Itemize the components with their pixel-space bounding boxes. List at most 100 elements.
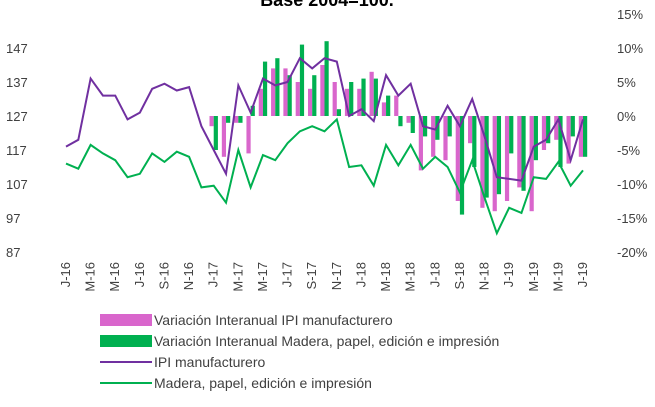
bar [554, 116, 559, 140]
x-tick-label: J-16 [58, 262, 73, 287]
bar [480, 116, 485, 208]
x-tick-label: S-18 [452, 262, 467, 289]
line [65, 56, 584, 182]
x-tick-label: J-18 [353, 262, 368, 287]
bar [431, 116, 436, 157]
legend-swatch [100, 335, 152, 347]
y-tick-label: 137 [6, 75, 28, 90]
bar [369, 71, 374, 116]
bar [468, 116, 473, 144]
bar [283, 68, 288, 116]
bar [504, 116, 510, 201]
x-tick-label: M-16 [83, 262, 98, 292]
y2-tick-label: -5% [617, 143, 641, 158]
bar [226, 116, 231, 123]
bar [546, 116, 551, 144]
bar [533, 116, 538, 161]
bar [496, 116, 502, 195]
bar [529, 116, 534, 212]
x-tick-label: N-16 [181, 262, 196, 290]
bar [394, 95, 399, 116]
bar [443, 116, 448, 161]
bar [410, 116, 415, 133]
y-tick-label: 127 [6, 109, 28, 124]
x-tick-label: S-17 [304, 262, 319, 289]
y-tick-label: 107 [6, 177, 28, 192]
bar [312, 75, 317, 116]
bar [209, 116, 214, 127]
y2-tick-label: -20% [617, 245, 648, 260]
bar [472, 116, 477, 167]
bar [373, 78, 378, 116]
x-tick-label: S-16 [156, 262, 171, 289]
bar [307, 88, 313, 116]
legend-label: Madera, papel, edición e impresión [154, 375, 372, 391]
bar [221, 116, 227, 157]
bar [213, 116, 218, 150]
bar [459, 116, 465, 215]
bar [246, 116, 251, 154]
x-tick-label: M-19 [526, 262, 541, 292]
y2-tick-label: -15% [617, 211, 648, 226]
bar [381, 102, 387, 116]
bar [509, 116, 514, 154]
bar [258, 88, 263, 116]
bar [435, 116, 440, 140]
bar [320, 65, 325, 116]
line [65, 117, 584, 236]
bar [386, 95, 391, 116]
bar [271, 68, 276, 116]
chart-title: Base 2004=100. [260, 0, 394, 10]
y-tick-label: 147 [6, 41, 28, 56]
bar [418, 116, 423, 171]
bar [262, 61, 268, 116]
bar [558, 116, 563, 167]
x-tick-label: J-16 [132, 262, 147, 287]
x-tick-label: J-17 [206, 262, 221, 287]
bar [406, 116, 411, 123]
bar [234, 116, 239, 123]
legend-label: Variación Interanual Madera, papel, edic… [154, 333, 499, 349]
bar [332, 82, 337, 116]
y2-tick-label: 15% [617, 7, 643, 22]
x-tick-label: M-16 [107, 262, 122, 292]
bar [295, 82, 300, 116]
bar [447, 116, 452, 137]
legend-label: IPI manufacturero [154, 354, 265, 370]
y2-tick-label: 0% [617, 109, 636, 124]
bar [287, 75, 292, 116]
bar [517, 116, 522, 188]
bar [299, 44, 305, 116]
y-tick-label: 97 [6, 211, 20, 226]
bar [566, 116, 571, 164]
legend-label: Variación Interanual IPI manufacturero [154, 312, 393, 328]
bar [275, 58, 280, 116]
bar [484, 116, 489, 198]
x-tick-label: J-19 [501, 262, 516, 287]
bar [541, 116, 547, 150]
bar [492, 116, 497, 212]
x-tick-label: J-17 [280, 262, 295, 287]
bar [336, 109, 342, 116]
x-tick-label: M-19 [550, 262, 565, 292]
y2-tick-label: 5% [617, 75, 636, 90]
x-tick-label: N-17 [329, 262, 344, 290]
x-tick-label: M-18 [403, 262, 418, 292]
bar [250, 105, 255, 116]
y2-tick-label: -10% [617, 177, 648, 192]
x-tick-label: J-19 [575, 262, 590, 287]
bar [349, 82, 354, 116]
bar [324, 41, 329, 117]
bar [357, 88, 362, 116]
bar [578, 116, 583, 157]
y2-tick-label: 10% [617, 41, 643, 56]
legend-swatch [100, 314, 152, 326]
bar [238, 116, 243, 123]
x-tick-label: M-18 [378, 262, 393, 292]
x-tick-label: M-17 [255, 262, 270, 292]
bar [583, 116, 588, 157]
bar [570, 116, 575, 137]
bar [521, 116, 526, 191]
x-tick-label: N-18 [477, 262, 492, 290]
